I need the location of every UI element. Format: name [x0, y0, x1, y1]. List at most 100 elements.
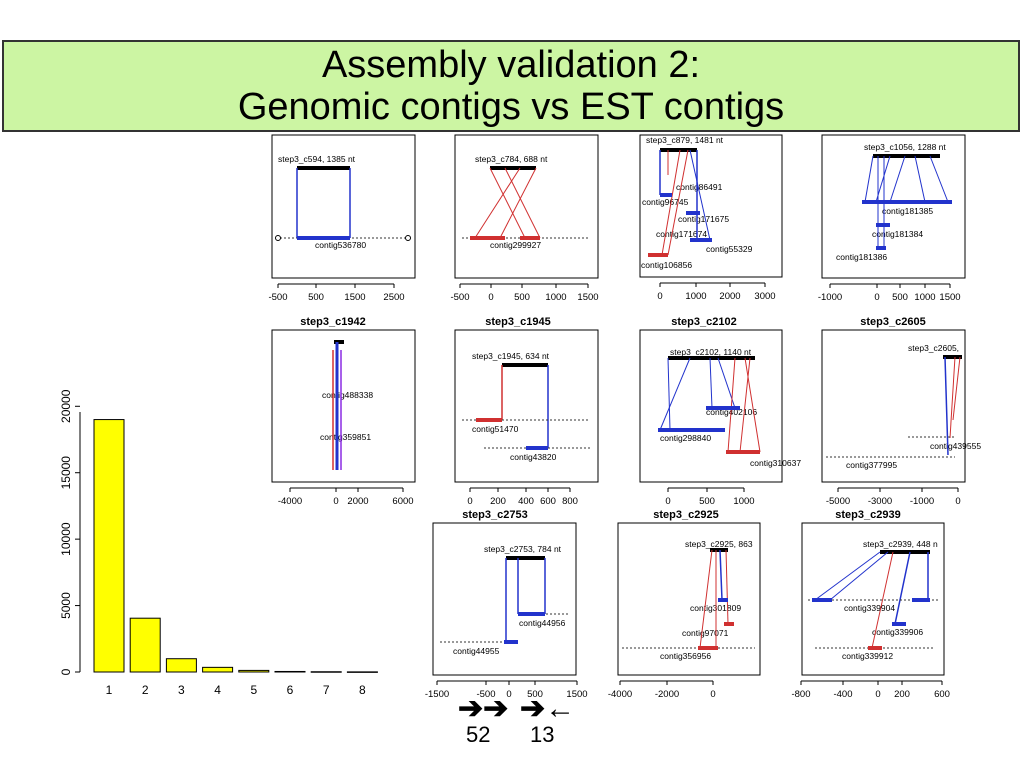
slide-title-line2: Genomic contigs vs EST contigs — [237, 86, 785, 128]
x-tick-label: 500 — [892, 292, 908, 303]
same-orientation-arrows: ➔➔ — [458, 692, 509, 725]
panel-title: step3_c2939 — [835, 509, 900, 521]
title-banner: Assembly validation 2: Genomic contigs v… — [2, 40, 1020, 132]
contig-label: contig359851 — [320, 432, 371, 442]
x-tick-label: 0 — [955, 496, 960, 507]
x-tick-label: -500 — [268, 292, 287, 303]
contig-label: contig44955 — [453, 646, 500, 656]
bar-2 — [129, 617, 161, 673]
contig-label: contig339906 — [872, 627, 923, 637]
y-tick-label: 10000 — [59, 522, 73, 556]
panel-title: step3_c2605 — [860, 316, 925, 328]
contig-label: contig44956 — [519, 618, 566, 628]
x-tick-label: 0 — [467, 496, 472, 507]
contig-label: contig298840 — [660, 433, 711, 443]
contig-label: contig339904 — [844, 603, 895, 613]
x-tick-label: -500 — [476, 689, 495, 700]
panel-header: step3_c2753, 784 nt — [484, 544, 562, 554]
x-tick-label: 1500 — [939, 292, 960, 303]
panel-5: step3_c1942 contig488338 contig359851 -4000… — [271, 316, 416, 507]
x-tick-label: -1000 — [910, 496, 934, 507]
panel-7-plot — [658, 356, 761, 454]
panel-header: step3_c2102, 1140 nt — [670, 347, 752, 357]
panel-header: step3_c594, 1385 nt — [278, 154, 356, 164]
x-tick-label: 600 — [540, 496, 556, 507]
panel-3-plot — [648, 148, 712, 257]
x-tick-label: 500 — [699, 496, 715, 507]
x-tick-label: 2500 — [383, 292, 404, 303]
panel-1: step3_c594, 1385 nt contig536780 -500 500 15… — [268, 134, 416, 303]
contig-label: contig97071 — [682, 628, 729, 638]
panel-6-plot — [462, 363, 590, 450]
contig-label: contig402106 — [706, 407, 757, 417]
bars — [93, 419, 378, 673]
panel-7: step3_c2102 step3_c2102, 1140 nt contig402… — [639, 316, 801, 507]
bar-8 — [346, 671, 378, 673]
x-tick-label: -2000 — [655, 689, 679, 700]
x-tick-label: -800 — [791, 689, 810, 700]
panel-9-plot — [440, 556, 568, 644]
panel-10-plot — [622, 548, 755, 650]
x-tick-label: 1000 — [685, 291, 706, 302]
contig-label: contig310637 — [750, 458, 801, 468]
x-tick-label: 0 — [875, 689, 880, 700]
contig-label: contig171675 — [678, 214, 729, 224]
x-tick-label: 0 — [506, 689, 511, 700]
y-tick-label: 20000 — [59, 389, 73, 423]
x-tick-label: 1500 — [344, 292, 365, 303]
panel-header: step3_c2939, 448 n — [863, 539, 938, 549]
x-tick-label: 1500 — [577, 292, 598, 303]
x-tick-label: 3000 — [754, 291, 775, 302]
contig-label: contig171674 — [656, 229, 707, 239]
panel-11: step3_c2939 step3_c2939, 448 n contig33990… — [791, 509, 949, 700]
contig-label: contig536780 — [315, 240, 366, 250]
panel-8: step3_c2605 step3_c2605, contig439555 conti… — [821, 316, 981, 507]
x-tick-label: 2000 — [347, 496, 368, 507]
x-tick-label: 800 — [562, 496, 578, 507]
x-tick-label: -400 — [833, 689, 852, 700]
same-orientation-count: 52 — [466, 722, 491, 747]
contig-label: contig43820 — [510, 452, 557, 462]
x-tick-label: 1 — [106, 683, 113, 697]
opposite-orientation-count: 13 — [530, 722, 555, 747]
x-tick-label: -1500 — [425, 689, 449, 700]
contig-label: contig96745 — [642, 197, 689, 207]
bar-6 — [274, 670, 306, 673]
panel-header: step3_c2925, 863 — [685, 539, 753, 549]
panel-frame — [271, 134, 416, 279]
x-tick-label: 500 — [308, 292, 324, 303]
panel-header: step3_c1945, 634 nt — [472, 351, 550, 361]
bar-3 — [165, 658, 197, 673]
x-tick-label: -5000 — [826, 496, 850, 507]
panel-1-plot — [275, 166, 411, 241]
panel-4-plot — [862, 154, 952, 250]
x-tick-label: 500 — [514, 292, 530, 303]
x-tick-label: 6 — [287, 683, 294, 697]
panel-title: step3_c1945 — [485, 316, 550, 328]
y-tick-label: 0 — [59, 668, 73, 675]
panel-frame — [454, 329, 599, 483]
panel-frame — [271, 329, 416, 483]
x-tick-label: 1000 — [914, 292, 935, 303]
x-tick-label: 600 — [934, 689, 950, 700]
contig-label: contig181386 — [836, 252, 887, 262]
bar-7 — [310, 671, 342, 673]
x-tick-label: 400 — [518, 496, 534, 507]
x-tick-label: 1500 — [566, 689, 587, 700]
panel-frame — [821, 329, 966, 483]
panel-frame — [617, 522, 761, 676]
contig-label: contig356956 — [660, 651, 711, 661]
bar-4 — [202, 666, 234, 673]
contig-label: contig488338 — [322, 390, 373, 400]
panel-frame — [454, 134, 599, 279]
x-tick-label: 200 — [894, 689, 910, 700]
x-tick-label: 1000 — [733, 496, 754, 507]
x-tick-label: 3 — [178, 683, 185, 697]
contig-label: contig299927 — [490, 240, 541, 250]
x-tick-label: 4 — [214, 683, 221, 697]
panel-2-plot — [462, 166, 590, 240]
panel-11-plot — [808, 550, 940, 650]
panel-2: step3_c784, 688 nt contig299927 -500 0 500 10… — [450, 134, 599, 303]
panel-9: step3_c2753 step3_c2753, 784 nt contig4495… — [425, 509, 588, 700]
